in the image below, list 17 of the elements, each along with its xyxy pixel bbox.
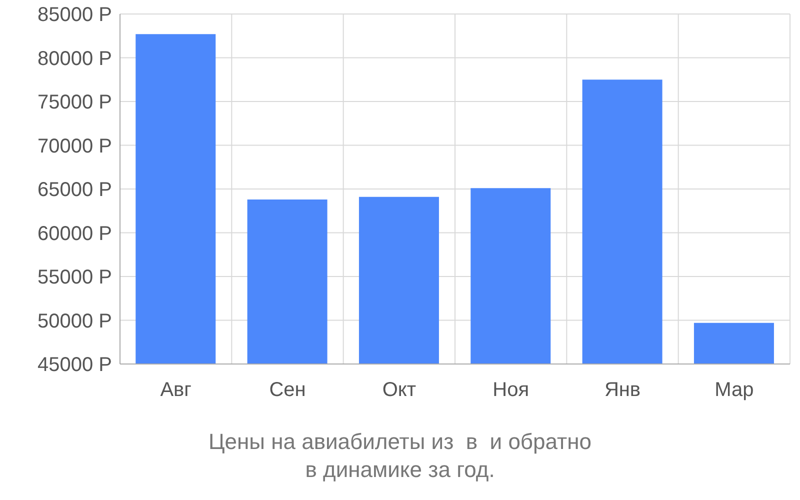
y-tick-label: 50000 Р [37,310,112,332]
x-tick-label: Ноя [492,379,530,402]
y-tick-label: 70000 Р [37,135,112,158]
text: в динамике за год. [304,456,496,484]
x-tick-label: Авг [160,379,192,402]
y-tick-label: 75000 Р [37,92,112,114]
y-tick-label: 80000 Р [37,48,112,70]
y-tick-label: 55000 Р [37,266,112,289]
y-tick-label: 45000 Р [37,354,112,376]
y-tick-label: 65000 Р [37,179,112,202]
y-tick-label: 60000 Р [37,222,112,245]
x-tick-label: Сен [269,379,306,402]
x-tick-label: Янв [604,379,641,402]
x-tick-label: Мар [714,379,754,402]
text: Цены на авиабилеты из в и обратно [208,428,592,456]
y-tick-label: 85000 Р [37,4,112,26]
x-tick-label: Окт [382,379,416,402]
